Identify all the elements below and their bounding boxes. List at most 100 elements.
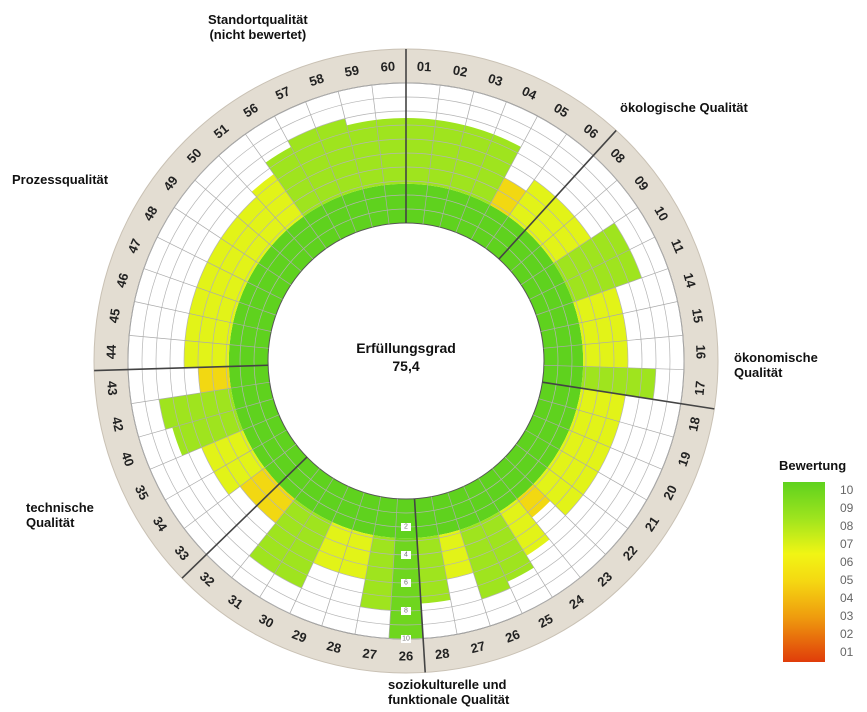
grid-spoke xyxy=(156,236,283,300)
category-divider xyxy=(498,129,617,260)
segment-bar-09 xyxy=(540,216,592,264)
legend-level-label: 03 xyxy=(840,609,854,623)
segment-label: 25 xyxy=(536,611,556,631)
segment-base-59 xyxy=(362,185,390,228)
grid-spoke xyxy=(231,468,320,578)
category-label-standort: Standortqualität (nicht bewertet) xyxy=(208,12,308,42)
grid-spoke xyxy=(143,268,276,316)
segment-base-04 xyxy=(455,195,490,240)
grid-spoke xyxy=(439,91,475,228)
grid-spoke xyxy=(538,398,674,438)
segment-bar-24 xyxy=(499,499,550,556)
segment-base-08 xyxy=(498,230,541,272)
grid-spoke xyxy=(463,486,523,614)
grid-spoke xyxy=(259,478,334,598)
segment-label: 48 xyxy=(140,203,160,223)
segment-label: 49 xyxy=(160,173,181,194)
grid-spoke xyxy=(134,301,272,332)
segment-label: 17 xyxy=(692,380,708,396)
grid-spoke xyxy=(470,115,538,240)
grid-spoke xyxy=(543,335,683,349)
scale-tick-label: 8 xyxy=(404,608,408,615)
category-label-oekonomisch: ökonomische Qualität xyxy=(734,350,818,380)
legend-level-label: 04 xyxy=(840,591,854,605)
segment-bar-14 xyxy=(573,287,623,324)
grid-spoke xyxy=(520,207,638,286)
segment-base-33 xyxy=(264,444,307,485)
segment-base-50 xyxy=(271,230,314,272)
grid-spoke xyxy=(129,335,269,349)
category-label-oekologisch: ökologische Qualität xyxy=(620,100,748,115)
segment-bar-45 xyxy=(184,313,233,345)
segment-base-57 xyxy=(322,195,357,240)
legend-level-label: 05 xyxy=(840,573,854,587)
segment-base-42 xyxy=(230,382,274,410)
category-label-technisch: technische Qualität xyxy=(26,500,94,530)
segment-base-34 xyxy=(252,430,296,468)
category-divider xyxy=(542,381,715,410)
segment-bar-31 xyxy=(249,499,313,574)
scale-tick-bg xyxy=(401,635,411,643)
segment-label: 44 xyxy=(103,344,118,360)
segment-label: 09 xyxy=(631,173,652,194)
segment-label: 04 xyxy=(520,83,540,103)
segment-bar-30 xyxy=(274,511,332,589)
segment-bar-28 xyxy=(338,529,374,580)
segment-base-18 xyxy=(538,382,582,410)
category-label-sozio: soziokulturelle und funktionale Qualität xyxy=(388,677,510,707)
segment-label: 42 xyxy=(109,415,127,432)
category-label-prozess: Prozessqualität xyxy=(12,172,109,187)
segment-bar-27 xyxy=(438,529,474,580)
segment-label: 30 xyxy=(257,611,277,631)
legend-color-scale xyxy=(783,482,825,662)
segment-label: 27 xyxy=(362,645,378,662)
segment-label: 28 xyxy=(434,645,450,662)
segment-label: 26 xyxy=(503,626,522,645)
grid-spoke xyxy=(321,492,365,627)
legend-level-label: 02 xyxy=(840,627,854,641)
grid-spoke xyxy=(431,496,458,635)
grid-spoke xyxy=(422,85,441,225)
grid-spoke xyxy=(138,398,274,438)
grid-spoke xyxy=(194,179,302,272)
grid-spoke xyxy=(525,429,647,501)
grid-spoke xyxy=(131,381,270,404)
segment-base-11 xyxy=(529,282,574,316)
scale-ticks: 2 4 6 8 10 xyxy=(401,523,411,643)
segment-bar-46 xyxy=(189,287,239,324)
segment-bar-58 xyxy=(315,118,363,196)
segment-base-27 xyxy=(431,492,460,536)
segment-bar-43 xyxy=(198,366,231,393)
segment-base-09 xyxy=(510,245,554,285)
segment-bar-06 xyxy=(508,179,556,231)
grid-spoke xyxy=(510,179,618,272)
grid-spoke xyxy=(174,207,292,286)
segment-label: 11 xyxy=(668,237,687,256)
grid-spoke xyxy=(388,498,398,639)
segment-base-48 xyxy=(247,263,291,300)
segment-bar-10 xyxy=(553,222,630,283)
segment-bar-56 xyxy=(265,146,323,217)
segment-base-16 xyxy=(543,344,584,367)
scale-tick-label: 10 xyxy=(402,636,410,643)
segment-bar-35 xyxy=(201,430,253,472)
segment-bar-44 xyxy=(184,340,230,368)
segment-base-17 xyxy=(542,365,584,389)
segment-base-49 xyxy=(258,245,302,285)
grid-spoke xyxy=(337,91,373,228)
segment-bar-51 xyxy=(251,174,304,231)
segment-bar-16 xyxy=(582,340,628,368)
segment-base-32 xyxy=(278,457,320,500)
grid-spoke xyxy=(543,364,684,370)
segment-label: 45 xyxy=(106,307,123,324)
legend-level-label: 01 xyxy=(840,645,854,659)
center-label: Erfüllungsgrad xyxy=(356,340,456,356)
segment-base-23 xyxy=(492,457,534,500)
category-divider xyxy=(413,498,427,673)
category-divider xyxy=(181,456,308,579)
segment-bar-26 xyxy=(388,537,424,639)
segment-label: 57 xyxy=(273,83,292,103)
segment-label: 27 xyxy=(469,638,487,656)
segment-base-47 xyxy=(238,282,283,316)
